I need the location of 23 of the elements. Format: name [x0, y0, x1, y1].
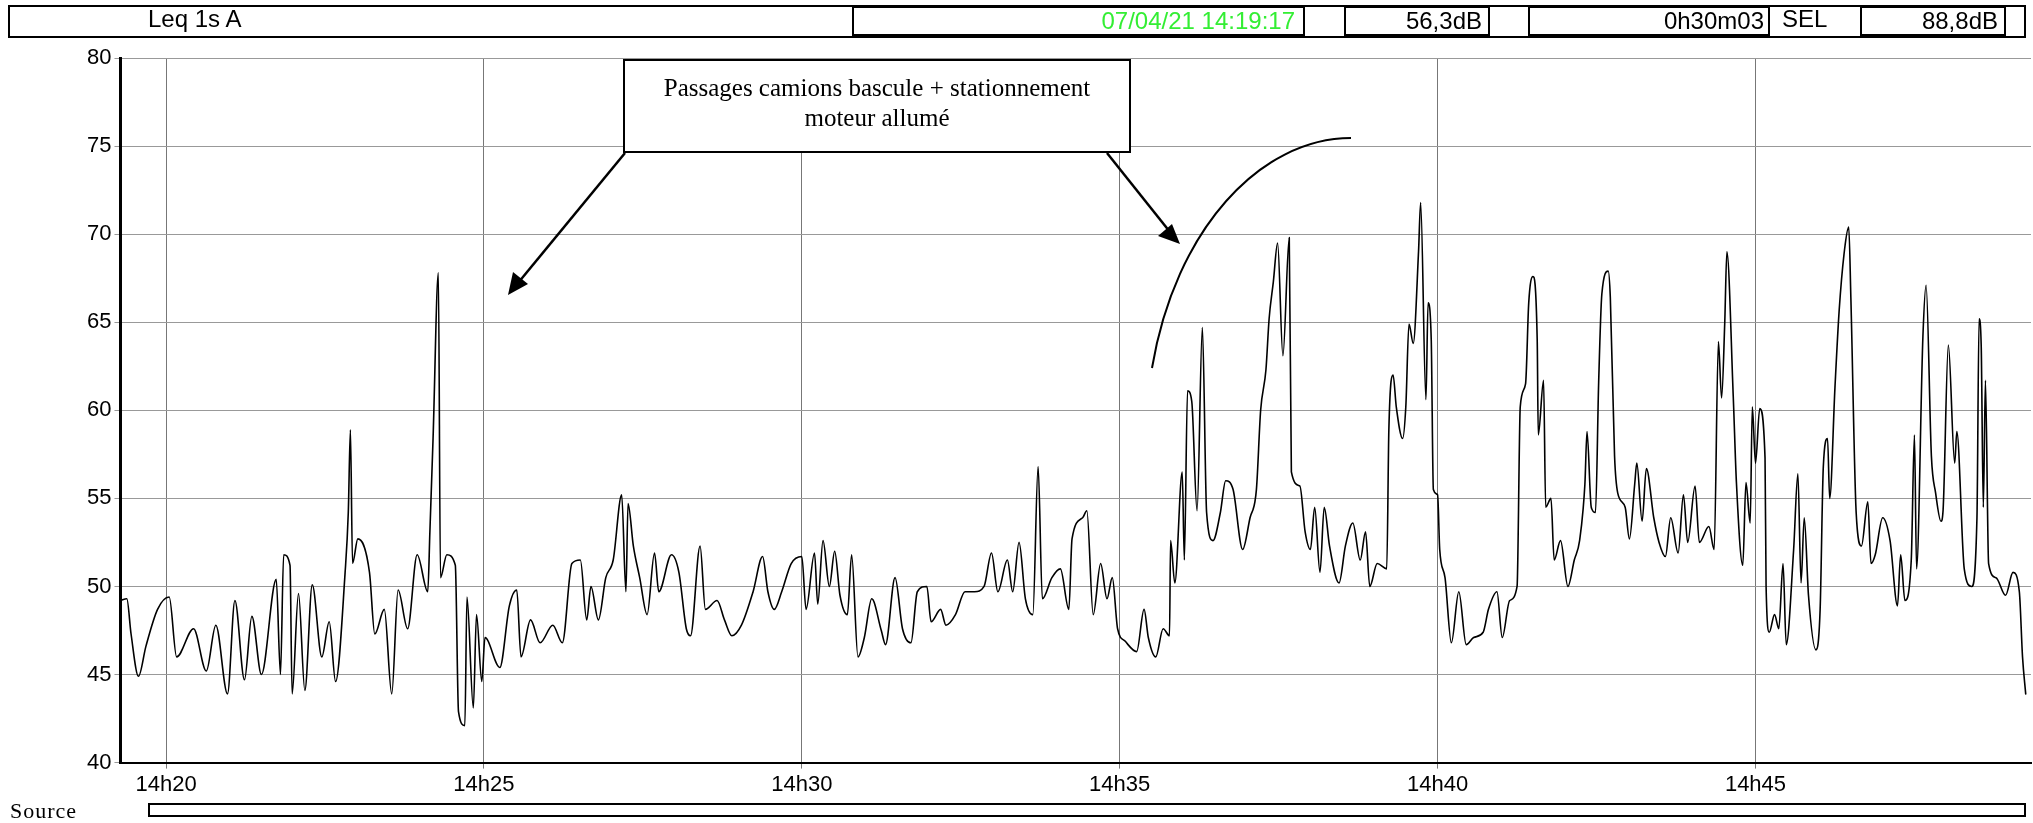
y-tick-label: 80 — [86, 44, 112, 70]
y-tick-label: 50 — [86, 572, 112, 598]
y-tick-label: 60 — [86, 396, 112, 422]
text: 0h30m03 — [1528, 6, 1770, 36]
y-tick-label: 75 — [86, 132, 112, 158]
text: Source — [10, 798, 78, 823]
text: 88,8dB — [1860, 6, 2006, 36]
x-tick-label: 14h45 — [1724, 770, 1787, 796]
x-tick-label: 14h20 — [135, 770, 197, 796]
text: 56,3dB — [1344, 6, 1490, 36]
y-tick-label: 45 — [86, 660, 112, 686]
text: 07/04/21 14:19:17 — [852, 6, 1305, 36]
callout-box: Passages camions bascule + stationnement moteur allumé — [623, 59, 1131, 153]
text: SEL — [1781, 5, 1829, 34]
x-tick-label: 14h30 — [771, 770, 833, 796]
chart-title: Leq 1s A — [147, 5, 243, 34]
x-tick-label: 14h35 — [1089, 770, 1151, 796]
y-tick-label: 70 — [86, 220, 112, 246]
y-tick-label: 65 — [86, 308, 112, 334]
y-tick-label: 55 — [86, 484, 112, 510]
x-tick-label: 14h40 — [1407, 770, 1469, 796]
y-tick-label: 40 — [86, 748, 112, 774]
x-tick-label: 14h25 — [453, 770, 515, 796]
